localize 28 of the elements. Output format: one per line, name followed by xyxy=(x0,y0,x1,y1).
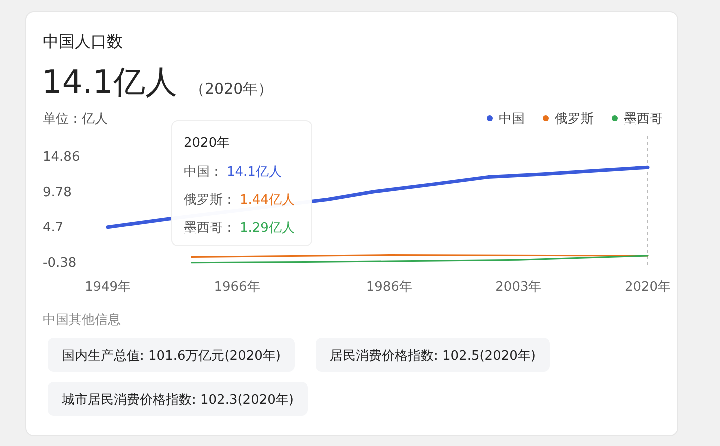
legend-label: 墨西哥 xyxy=(624,112,663,127)
annotation: 14.1亿人 xyxy=(227,165,282,180)
chart-subtitle: 14.1亿人 xyxy=(42,63,178,101)
text: 城市居民消费价格指数: 102.3(2020年) xyxy=(61,393,294,408)
chart-title: 中国人口数 xyxy=(43,32,123,51)
x-tick-label: 1966年 xyxy=(214,280,260,295)
text: 国内生产总值: 101.6万亿元(2020年) xyxy=(62,349,281,364)
y-axis-title: 单位：亿人 xyxy=(43,112,108,127)
annotation: 俄罗斯： xyxy=(184,193,236,208)
y-tick-label: -0.38 xyxy=(43,256,77,272)
y-tick-label: 14.86 xyxy=(43,150,80,165)
annotation: 中国： xyxy=(184,165,223,180)
annotation: 墨西哥： xyxy=(184,221,236,236)
x-tick-label: 1949年 xyxy=(84,280,132,295)
legend-label: 俄罗斯 xyxy=(555,112,594,127)
x-tick-label: 2020年 xyxy=(624,280,672,295)
text: 中国其他信息 xyxy=(43,313,121,328)
annotation: 1.44亿人 xyxy=(240,193,295,208)
annotation: 1.29亿人 xyxy=(240,221,295,236)
x-tick-label: 2003年 xyxy=(496,280,542,295)
text: （2020年） xyxy=(190,80,274,98)
legend-label: 中国 xyxy=(499,112,525,127)
text: 2020年 xyxy=(184,136,230,151)
x-tick-label: 1986年 xyxy=(366,280,412,295)
y-tick-label: 9.78 xyxy=(43,185,72,200)
text: 居民消费价格指数: 102.5(2020年) xyxy=(330,349,536,364)
y-tick-label: 4.7 xyxy=(43,220,64,236)
line-series xyxy=(190,255,649,264)
